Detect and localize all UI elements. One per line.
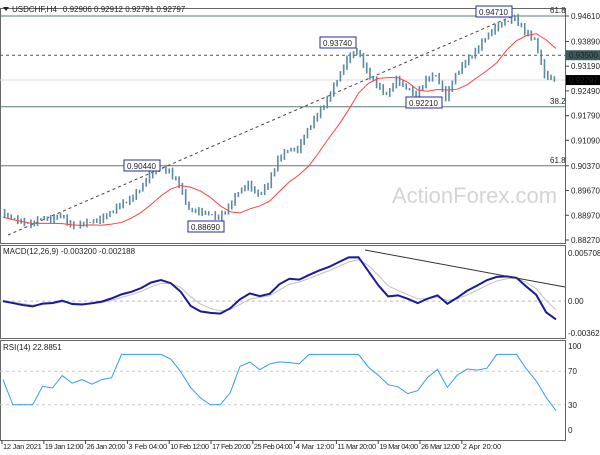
time-tick-label: 19 Mar 04:00 [379, 442, 418, 450]
price-tick-label: 0.88270 [571, 236, 600, 245]
current-price-box [566, 75, 600, 86]
price-tick-label: 0.93190 [571, 62, 600, 71]
marked-level-box [566, 50, 600, 61]
dropdown-triangle-icon[interactable] [3, 7, 9, 11]
time-tick-label: 12 Jan 2021 [3, 442, 42, 450]
time-tick-label: 19 Jan 12:00 [45, 442, 84, 450]
marked-level-label: 0.93500 [569, 51, 598, 60]
price-annotation: 0.92210 [409, 99, 438, 108]
time-tick-label: 26 Jan 20:00 [87, 442, 126, 450]
price-tick-label: 0.92490 [571, 87, 600, 96]
price-tick-label: 0.91090 [571, 136, 600, 145]
rsi-line [2, 353, 557, 412]
price-annotation-box [319, 36, 357, 49]
fib-level-label: 61.8 [550, 6, 566, 15]
price-tick-label: 0.91790 [571, 112, 600, 121]
time-tick-label: 25 Feb 04:00 [254, 442, 293, 450]
price-annotation: 0.88690 [191, 223, 220, 232]
time-tick-label: 2 Apr 20:00 [463, 442, 501, 450]
time-tick-label: 17 Feb 20:00 [212, 442, 251, 450]
time-tick-label: 3 Feb 04:00 [128, 442, 167, 450]
rsi-tick-label: 0 [568, 426, 573, 435]
trendline [7, 14, 516, 236]
current-price-label: 0.92797 [569, 76, 598, 85]
macd-tick-label: -0.003624 [568, 329, 600, 338]
panel-frame-0 [0, 8, 566, 244]
price-annotation: 0.93740 [323, 39, 352, 48]
rsi-label: RSI(14) 22.8851 [3, 343, 62, 352]
moving-average-line [2, 33, 557, 226]
macd-line [2, 256, 557, 321]
macd-label: MACD(12,26,9) -0.003200 -0.002188 [3, 247, 136, 256]
price-annotation-box [187, 220, 225, 233]
price-annotation: 0.94710 [479, 8, 508, 17]
panel-frame-2 [0, 340, 566, 441]
price-tick-label: 0.89670 [571, 187, 600, 196]
price-tick-label: 0.90370 [571, 162, 600, 171]
watermark: ActionForex.com [392, 183, 557, 208]
time-tick-label: 4 Mar 12:00 [296, 442, 335, 450]
panel-frame-1 [0, 245, 566, 339]
rsi-tick-label: 70 [568, 367, 577, 376]
rsi-tick-label: 30 [568, 401, 577, 410]
price-tick-label: 0.93890 [571, 37, 600, 46]
price-annotation: 0.90440 [127, 162, 156, 171]
price-tick-label: 0.88970 [571, 211, 600, 220]
macd-tick-label: 0.00 [568, 297, 584, 306]
fib-level-label: 61.8 [550, 156, 566, 165]
ohlc-label: 0.92906 0.92912 0.92791 0.92797 [63, 5, 186, 14]
macd-tick-label: 0.005708 [568, 249, 600, 258]
macd-trendline [364, 249, 566, 288]
fib-level-label: 38.2 [550, 97, 566, 106]
time-tick-label: 26 Mar 12:00 [421, 442, 460, 450]
price-annotation-box [405, 96, 443, 109]
price-annotation-box [123, 159, 161, 172]
time-tick-label: 10 Feb 12:00 [170, 442, 209, 450]
symbol-label: USDCHF,H4 [12, 5, 57, 14]
price-tick-label: 0.94610 [571, 12, 600, 21]
rsi-tick-label: 100 [568, 342, 582, 351]
time-tick-label: 11 Mar 20:00 [337, 442, 376, 450]
price-annotation-box [475, 5, 513, 18]
